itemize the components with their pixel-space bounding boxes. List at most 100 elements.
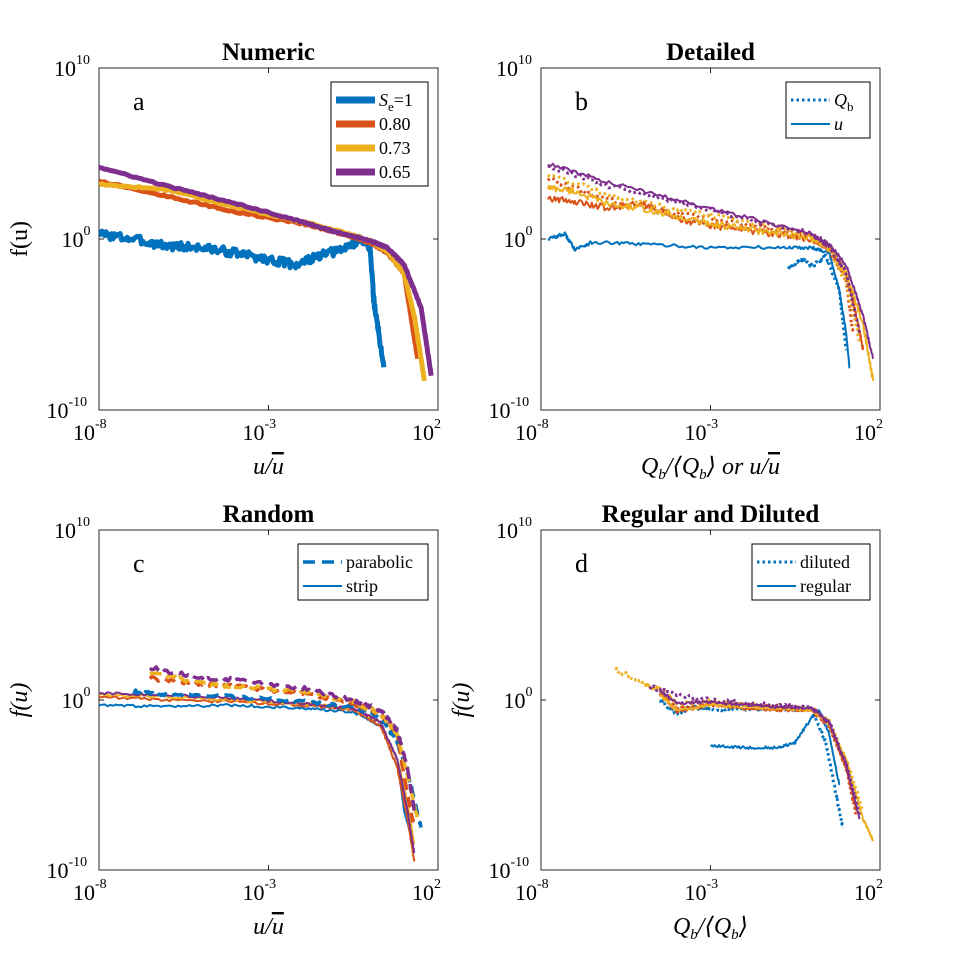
svg-text:10: 10: [504, 688, 526, 713]
x-axis-label: Qb/⟨Qb⟩: [673, 914, 748, 943]
y-axis-label: f(u): [7, 683, 33, 718]
y-tick-label: 10 -10: [47, 855, 88, 883]
y-tick-label: 10 0: [62, 685, 91, 713]
svg-text:10: 10: [47, 398, 69, 423]
series-line: [99, 695, 416, 862]
series-layer: [99, 665, 423, 862]
svg-text:-3: -3: [707, 417, 719, 432]
series-line: [99, 703, 412, 837]
y-tick-label: 10 -10: [47, 395, 88, 423]
series-line: [99, 165, 434, 377]
svg-text:10: 10: [685, 880, 707, 905]
svg-text:10: 10: [73, 420, 95, 445]
legend: Qbu: [785, 81, 871, 139]
y-tick-label: 10 10: [54, 53, 90, 81]
panel-letter: d: [575, 549, 588, 578]
svg-text:10: 10: [496, 518, 518, 543]
legend-box: [751, 543, 871, 601]
legend-label: diluted: [800, 552, 850, 572]
legend-label: regular: [800, 576, 851, 596]
legend-label: parabolic: [346, 552, 413, 572]
x-tick-label: 10 2: [412, 417, 441, 445]
svg-text:-8: -8: [95, 877, 107, 892]
svg-text:10: 10: [412, 420, 434, 445]
legend-label: 0.73: [379, 138, 411, 158]
y-tick-label: 10 10: [496, 515, 532, 543]
svg-text:2: 2: [434, 417, 441, 432]
svg-text:10: 10: [515, 420, 537, 445]
legend-label: strip: [346, 576, 378, 596]
y-axis-label: f(u): [449, 683, 475, 718]
legend-label: 0.80: [379, 114, 411, 134]
svg-text:0: 0: [526, 224, 533, 239]
series-line: [787, 253, 848, 351]
svg-text:-10: -10: [69, 855, 88, 870]
panel-letter: b: [575, 87, 588, 116]
series-line: [547, 173, 861, 344]
series-line: [132, 688, 423, 828]
x-axis-label: u/u: [253, 454, 284, 480]
svg-text:10: 10: [47, 858, 69, 883]
series-line: [148, 665, 416, 812]
legend-label: u: [834, 114, 843, 134]
svg-text:10: 10: [496, 56, 518, 81]
series-layer: [546, 162, 875, 381]
svg-text:10: 10: [685, 420, 707, 445]
svg-text:10: 10: [243, 420, 265, 445]
x-tick-label: 10 -8: [73, 417, 107, 445]
x-tick-label: 10 2: [412, 877, 441, 905]
x-tick-label: 10 -3: [243, 417, 277, 445]
x-tick-label: 10 -3: [685, 417, 719, 445]
x-tick-label: 10 -8: [73, 877, 107, 905]
series-line: [547, 231, 851, 369]
series-line: [546, 176, 855, 334]
x-tick-label: 10 -8: [515, 877, 549, 905]
x-tick-label: 10 -3: [685, 877, 719, 905]
legend-label: Se=1: [379, 90, 413, 114]
x-tick-label: 10 2: [854, 877, 883, 905]
y-tick-label: 10 0: [504, 685, 533, 713]
svg-text:-3: -3: [265, 877, 277, 892]
svg-text:0: 0: [84, 224, 91, 239]
svg-text:10: 10: [412, 880, 434, 905]
series-line: [709, 709, 841, 786]
y-tick-label: 10 10: [496, 53, 532, 81]
svg-text:2: 2: [434, 877, 441, 892]
svg-text:10: 10: [76, 53, 90, 68]
svg-text:10: 10: [518, 515, 532, 530]
y-tick-label: 10 -10: [489, 395, 530, 423]
series-line: [658, 699, 845, 828]
svg-text:10: 10: [504, 227, 526, 252]
series-line: [659, 689, 861, 820]
series-line: [99, 228, 387, 368]
svg-text:10: 10: [243, 880, 265, 905]
x-tick-label: 10 2: [854, 417, 883, 445]
y-tick-label: 10 10: [54, 515, 90, 543]
panel-title: Numeric: [222, 39, 315, 66]
svg-text:-8: -8: [537, 417, 549, 432]
svg-text:-3: -3: [707, 877, 719, 892]
legend-box: [785, 81, 871, 139]
svg-text:10: 10: [518, 53, 532, 68]
x-axis-label: Qb/⟨Qb⟩ or u/u: [641, 454, 780, 483]
svg-text:-3: -3: [265, 417, 277, 432]
panel-title: Random: [223, 501, 315, 528]
svg-text:0: 0: [526, 685, 533, 700]
legend: diluted regular: [751, 543, 871, 601]
series-line: [546, 195, 864, 351]
x-tick-label: 10 -8: [515, 417, 549, 445]
legend-label: Qb: [834, 90, 854, 114]
svg-text:10: 10: [54, 56, 76, 81]
svg-text:10: 10: [489, 398, 511, 423]
panel-letter: a: [133, 87, 145, 116]
svg-text:-8: -8: [537, 877, 549, 892]
svg-text:10: 10: [515, 880, 537, 905]
y-tick-label: 10 0: [62, 224, 91, 252]
svg-text:10: 10: [62, 227, 84, 252]
panel-title: Regular and Diluted: [602, 501, 820, 528]
series-line: [99, 691, 416, 854]
